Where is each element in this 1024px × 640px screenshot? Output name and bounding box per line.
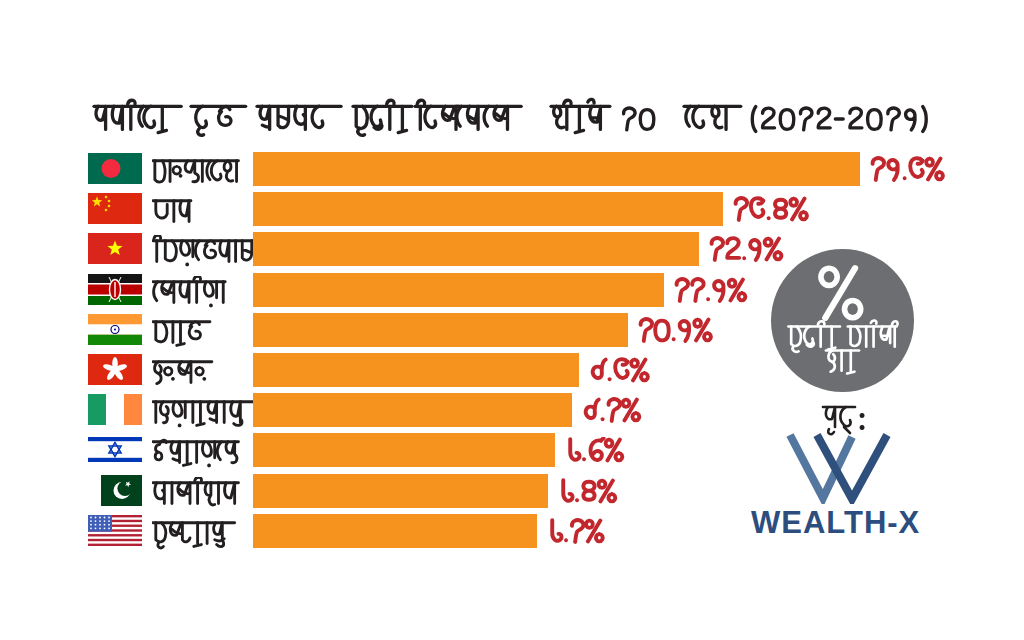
country-label [152, 477, 244, 513]
country-label [152, 235, 259, 271]
flag-vietnam-icon [88, 233, 142, 264]
flag-bangladesh-icon [88, 153, 142, 184]
bar-ireland [253, 393, 572, 427]
country-label [152, 396, 263, 432]
country-label [152, 316, 215, 352]
bar-kenya [253, 273, 664, 307]
flag-united-states-icon [88, 515, 142, 546]
chart-title [88, 94, 968, 146]
bar-hong-kong [253, 353, 579, 387]
bar-india [253, 313, 628, 347]
value-label [588, 357, 655, 385]
flag-kenya-icon [88, 274, 142, 305]
country-label [152, 356, 217, 392]
bar-vietnam [253, 232, 699, 266]
flag-israel-icon [88, 434, 142, 465]
infographic-canvas: WEALTH-X [0, 0, 1024, 640]
bar-bangladesh [253, 152, 860, 186]
country-label [152, 436, 244, 472]
flag-hong-kong-icon [88, 354, 142, 385]
flag-ireland-icon [88, 394, 142, 425]
value-label [637, 317, 718, 345]
value-label [564, 437, 630, 465]
country-label [152, 155, 244, 191]
value-label [581, 397, 647, 425]
wealthx-wordmark: WEALTH-X [751, 505, 920, 541]
country-label [152, 517, 240, 553]
value-label [546, 518, 610, 546]
value-label [869, 156, 950, 184]
value-label [732, 196, 814, 224]
flag-china-icon [88, 193, 142, 224]
country-label [152, 195, 196, 231]
bar-pakistan [253, 474, 548, 508]
wealthx-logo [786, 432, 892, 504]
country-label [152, 276, 231, 312]
value-label [673, 277, 753, 305]
flag-pakistan-icon [88, 475, 142, 506]
flag-india-icon [88, 314, 142, 345]
bar-united-states [253, 514, 537, 548]
bar-israel [253, 433, 555, 467]
bar-china [253, 192, 723, 226]
value-label [557, 478, 623, 506]
legend-circle-text [771, 249, 914, 392]
